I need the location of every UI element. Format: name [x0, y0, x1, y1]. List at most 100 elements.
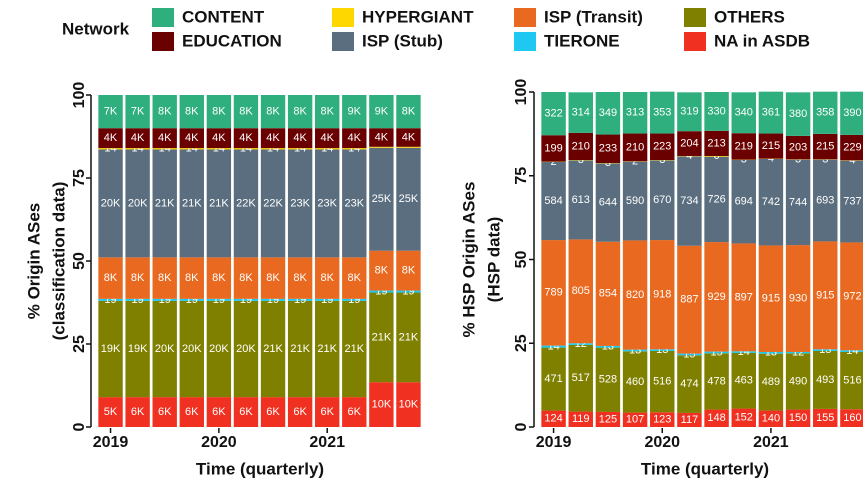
value-label: 25K [399, 193, 419, 205]
value-label: 9K [348, 106, 362, 118]
bar-segment [179, 95, 204, 129]
x-tick-label: 2021 [753, 434, 789, 451]
value-label: 19K [128, 343, 148, 355]
bar-segment [541, 162, 566, 241]
bar-segment [342, 300, 367, 398]
bar-segment [731, 243, 756, 352]
value-label: 229 [843, 142, 861, 154]
bar-segment [758, 351, 784, 354]
value-label: 8K [320, 272, 334, 284]
bar-segment [650, 240, 675, 350]
bar-segment [98, 257, 123, 299]
value-label: 6K [266, 406, 280, 418]
value-label: 528 [599, 374, 617, 386]
value-label: 8K [320, 106, 334, 118]
bar-segment [840, 160, 863, 243]
legend-swatch [514, 32, 536, 51]
value-label: 23K [317, 197, 337, 209]
value-label: 21K [345, 343, 365, 355]
bar-segment [179, 300, 204, 398]
value-label: 4K [375, 131, 389, 143]
value-label: 3 [659, 154, 665, 166]
y-tick-label: 100 [71, 82, 88, 109]
bar-segment [233, 149, 259, 258]
bar-segment [568, 239, 593, 344]
value-label: 319 [680, 106, 698, 118]
bar-segment [813, 133, 838, 160]
bar-segment [785, 409, 811, 427]
bar-segment [125, 148, 150, 150]
bar-segment [152, 95, 177, 129]
value-label: 313 [626, 107, 644, 119]
value-label: 6K [239, 406, 253, 418]
value-label: 125 [599, 413, 617, 425]
bar-segment [287, 148, 313, 150]
bar-segment [315, 95, 340, 129]
y-tick-label: 0 [513, 422, 530, 431]
value-label: 20K [101, 197, 121, 209]
bar-segment [650, 350, 675, 413]
value-label: 330 [707, 105, 725, 117]
bar-segment [206, 149, 232, 258]
value-label: 915 [762, 293, 780, 305]
bar-segment [622, 412, 648, 427]
bar-segment [396, 292, 421, 383]
bar-segment [152, 397, 177, 427]
bar-segment [785, 245, 811, 352]
bar-segment [342, 298, 367, 301]
bar-segment [758, 159, 784, 246]
bar-segment [179, 397, 204, 427]
bar-segment [287, 257, 313, 299]
value-label: 390 [843, 107, 861, 119]
value-label: 590 [626, 195, 644, 207]
bar-segment [315, 148, 340, 150]
value-label: 314 [572, 107, 590, 119]
bar-segment [287, 298, 313, 301]
value-label: 2 [632, 155, 638, 167]
value-label: 930 [789, 292, 807, 304]
value-label: 20K [155, 343, 175, 355]
value-label: 915 [816, 289, 834, 301]
bar-segment [622, 92, 648, 134]
value-label: 516 [843, 375, 861, 387]
bar-segment [595, 163, 621, 242]
bar-segment [677, 156, 702, 246]
bar-segment [568, 132, 593, 161]
legend-label: NA in ASDB [714, 31, 810, 50]
bar-segment [840, 409, 863, 427]
bar-segment [125, 95, 150, 129]
value-label: 6K [212, 406, 226, 418]
value-label: 6K [185, 406, 199, 418]
value-label: 23K [345, 197, 365, 209]
bar-segment [125, 300, 150, 398]
bar-segment [206, 300, 232, 398]
value-label: 215 [816, 141, 834, 153]
value-label: 734 [680, 195, 698, 207]
bar-segment [758, 245, 784, 352]
bar-segment [677, 355, 702, 413]
bar-segment [98, 298, 123, 301]
bar-segment [704, 353, 729, 410]
value-label: 4K [104, 132, 118, 144]
value-label: 19K [101, 343, 121, 355]
value-label: 972 [843, 290, 861, 302]
value-label: 489 [762, 376, 780, 388]
bar-segment [206, 298, 232, 301]
bar-segment [785, 159, 811, 246]
value-label: 4 [849, 154, 855, 166]
bar-segment [704, 351, 729, 354]
bar-segment [179, 298, 204, 301]
bar-segment [342, 397, 367, 427]
bar-segment [98, 300, 123, 398]
bar-segment [125, 298, 150, 301]
bar-segment [369, 128, 394, 147]
bar-segment [595, 241, 621, 346]
bar-segment [704, 156, 729, 243]
bar-segment [342, 257, 367, 299]
y-tick-label: 25 [71, 335, 88, 353]
bar-segment [595, 347, 621, 412]
value-label: 4K [212, 132, 226, 144]
x-tick-label: 2019 [93, 434, 129, 451]
value-label: 21K [399, 331, 419, 343]
legend-label: EDUCATION [182, 31, 282, 50]
